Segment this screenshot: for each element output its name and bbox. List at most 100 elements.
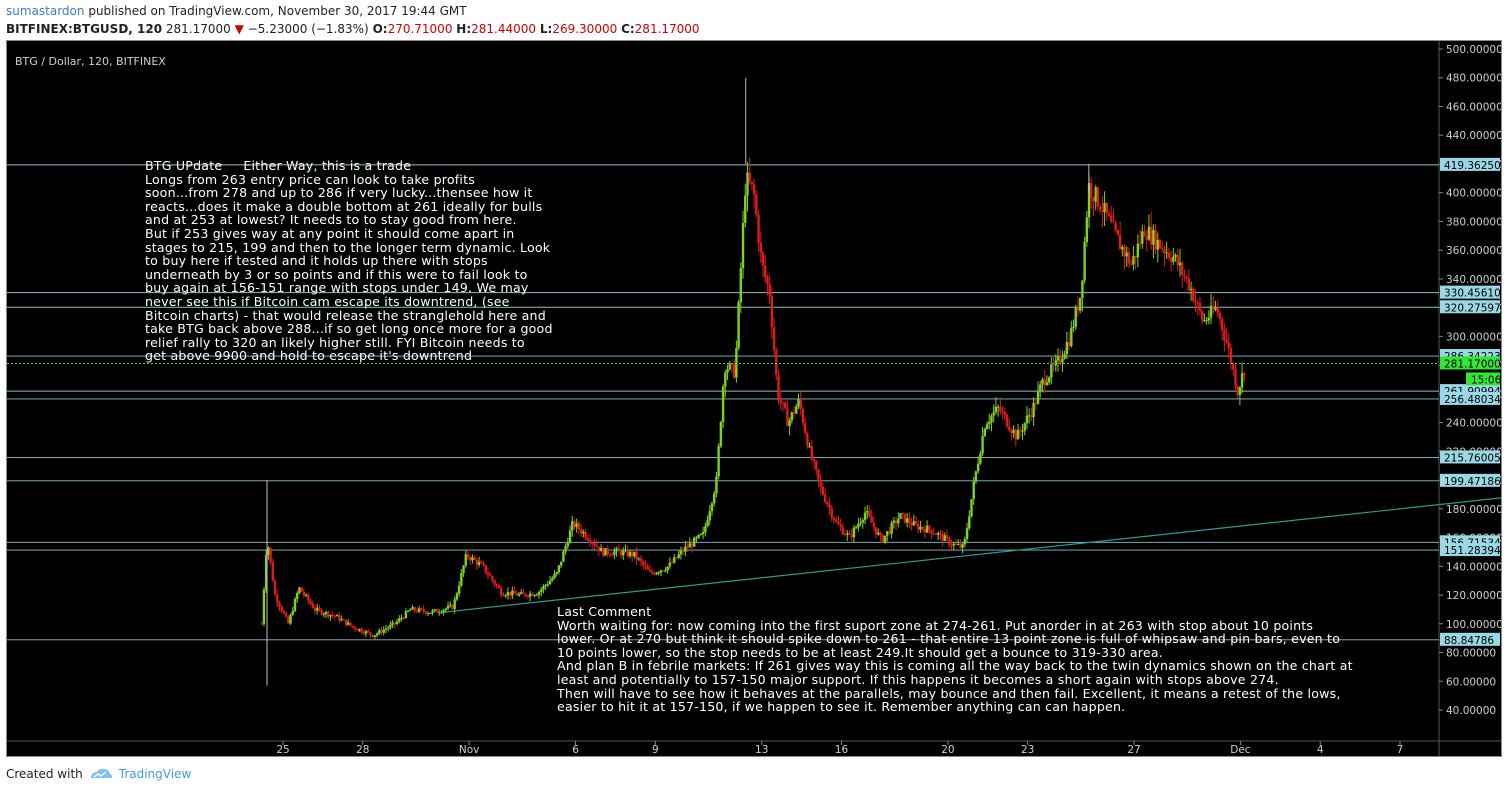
candle-body [983, 428, 987, 436]
x-tick-label: 16 [835, 744, 849, 756]
candle-body [961, 544, 964, 548]
candle-body [976, 463, 980, 472]
candle-body [602, 547, 605, 556]
candle-body [781, 402, 785, 404]
candle-body [890, 522, 893, 534]
candle-body [679, 550, 683, 555]
candle-body [406, 610, 410, 612]
candle-body [1152, 230, 1155, 245]
candle-body [642, 561, 645, 566]
candle-body [979, 453, 982, 464]
chart-canvas[interactable]: BTG / Dollar, 120, BITFINEX500.00000480.… [7, 41, 1501, 756]
candle-body [990, 415, 993, 422]
candle-body [806, 433, 809, 447]
candle-body [1149, 226, 1153, 245]
y-tick-label: 180.00000 [1446, 504, 1501, 516]
candle-body [908, 518, 911, 524]
candle-body [375, 633, 379, 636]
candle-body [1232, 364, 1235, 370]
candle-body [575, 523, 578, 527]
candle-body [517, 593, 521, 596]
candle-body [923, 529, 927, 533]
x-tick-label: Nov [459, 744, 480, 756]
candle-body [504, 595, 507, 597]
candle-body [568, 530, 572, 544]
candle-body [1212, 305, 1215, 310]
candle-body [737, 302, 740, 349]
candle-body [471, 557, 474, 561]
candle-body [1163, 249, 1166, 253]
down-arrow-icon: ▼ [234, 22, 244, 36]
x-tick-label: 9 [652, 744, 659, 756]
candle-body [287, 616, 290, 624]
candle-body [382, 629, 385, 633]
candle-body [311, 603, 314, 608]
candle-body [528, 593, 532, 597]
candle-body [1001, 411, 1004, 413]
level-label: 151.28394 [1444, 545, 1501, 557]
candle-body [710, 503, 714, 512]
candle-body [302, 591, 306, 596]
candle-body [304, 594, 308, 596]
candle-body [1063, 354, 1066, 359]
candle-body [801, 408, 805, 424]
candle-body [1138, 243, 1142, 245]
candle-body [553, 574, 556, 579]
candle-body [1010, 430, 1013, 433]
candle-body [307, 594, 310, 601]
candle-body [1225, 340, 1228, 343]
candle-body [502, 595, 505, 597]
candle-body [764, 265, 767, 278]
candle-body [511, 590, 514, 596]
candle-body [497, 585, 501, 589]
candle-body [817, 469, 820, 480]
candle-body [1027, 415, 1031, 417]
x-tick-label: Dec [1230, 744, 1251, 756]
candle-body [681, 550, 685, 552]
candle-body [677, 554, 680, 558]
candle-body [834, 520, 838, 522]
candle-body [932, 533, 935, 535]
candle-body [622, 550, 625, 556]
candle-body [650, 571, 654, 573]
candle-body [1021, 430, 1024, 432]
candle-body [1209, 305, 1213, 318]
publisher-link[interactable]: sumastardon [6, 4, 85, 18]
candle-body [271, 562, 275, 581]
candle-body [395, 621, 399, 624]
candle-body [839, 524, 842, 527]
candle-body [775, 350, 778, 376]
candle-body [267, 547, 270, 556]
candle-body [539, 589, 543, 593]
trendline[interactable] [442, 497, 1501, 613]
candle-body [724, 372, 727, 387]
candle-body [1236, 386, 1239, 396]
candle-body [861, 520, 865, 523]
candle-body [717, 446, 720, 477]
candle-body [298, 587, 301, 594]
candle-body [1167, 252, 1171, 258]
candle-body [1025, 415, 1029, 424]
candle-body [1240, 373, 1244, 388]
candle-body [380, 630, 383, 633]
candle-body [1129, 263, 1133, 265]
candle-body [300, 587, 303, 592]
candle-body [892, 520, 896, 523]
tradingview-link[interactable]: TradingView [118, 767, 192, 781]
candle-body [974, 471, 978, 482]
candle-body [533, 595, 536, 597]
candle-body [704, 526, 707, 532]
chart-panel[interactable]: BTG / Dollar, 120, BITFINEX 500.00000 480.… [6, 40, 1502, 757]
candle-body [1220, 318, 1224, 331]
candle-body [617, 548, 621, 551]
candle-body [841, 526, 845, 535]
open-label: O: [372, 22, 388, 36]
candle-body [963, 539, 967, 545]
candle-body [770, 296, 774, 328]
candle-body [1067, 341, 1071, 346]
candle-body [373, 635, 377, 637]
candle-body [491, 576, 494, 581]
candle-body [675, 557, 678, 559]
candle-body [593, 543, 596, 546]
candle-body [901, 513, 904, 515]
